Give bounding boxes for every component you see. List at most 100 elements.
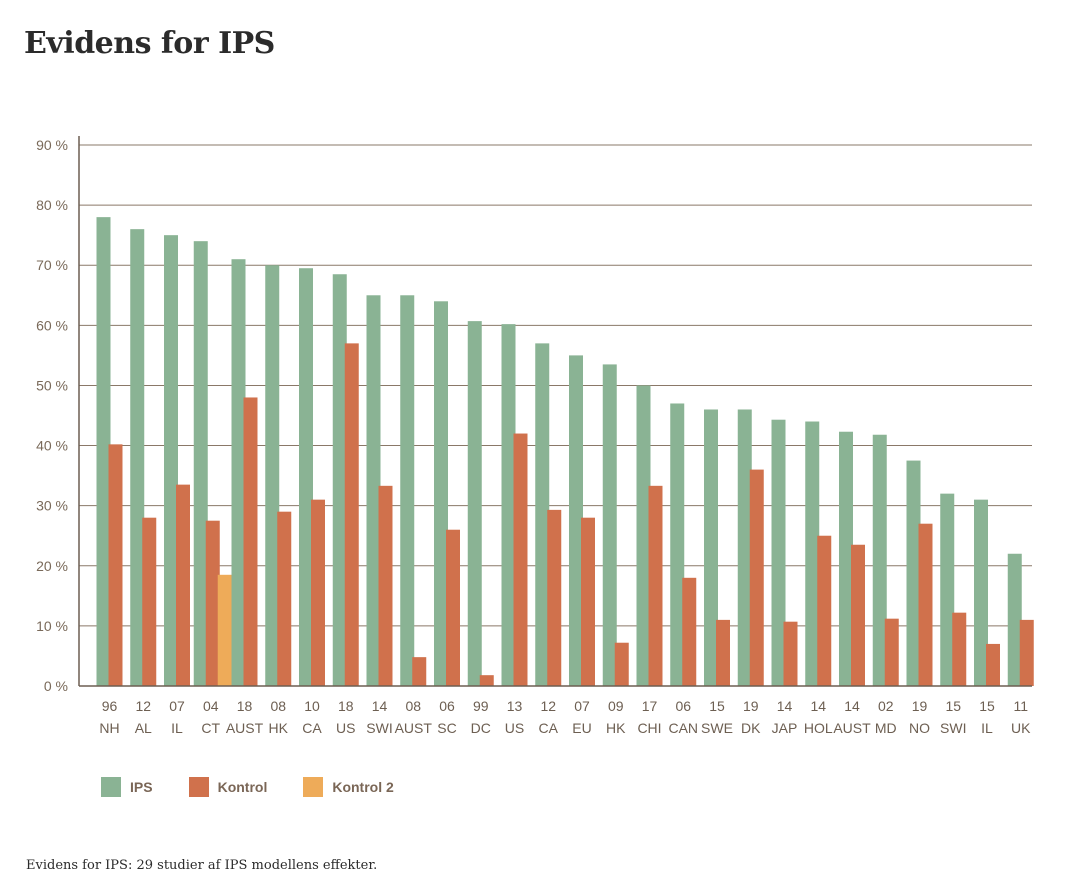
x-tick-code: CT [201, 720, 220, 736]
x-tick-code: UK [1011, 720, 1031, 736]
bar-kontrol-19 [749, 469, 764, 686]
axes [78, 136, 1032, 687]
bar-kontrol-24 [918, 523, 933, 686]
x-tick-code: MD [875, 720, 897, 736]
bar-ips-14 [569, 355, 583, 686]
bar-kontrol-1 [142, 517, 157, 686]
y-tick-label: 40 % [36, 438, 68, 454]
x-tick-year: 11 [1013, 698, 1028, 714]
x-tick-year: 13 [507, 698, 523, 714]
x-tick-year: 17 [642, 698, 658, 714]
x-tick-year: 15 [979, 698, 995, 714]
bar-kontrol-8 [378, 485, 393, 686]
legend-swatch-ips [101, 777, 121, 797]
bar-kontrol-18 [716, 619, 730, 686]
x-tick-code: CA [302, 720, 322, 736]
bar-kontrol-7 [344, 343, 359, 686]
bar-kontrol-23 [884, 618, 899, 686]
x-tick-year: 14 [777, 698, 793, 714]
bar-ips-17 [670, 403, 685, 686]
bar-ips-7 [332, 274, 347, 686]
bar-ips-25 [940, 493, 955, 686]
legend-label-kontrol-2: Kontrol 2 [332, 779, 394, 795]
bar-kontrol-15 [614, 642, 629, 686]
bar-kontrol-2-3 [217, 574, 232, 686]
bar-kontrol-4 [243, 397, 258, 686]
x-tick-year: 99 [473, 698, 489, 714]
x-tick-year: 07 [574, 698, 590, 714]
y-tick-label: 30 % [36, 498, 68, 514]
figure-caption: Evidens for IPS: 29 studier af IPS model… [26, 858, 378, 873]
y-tick-label: 70 % [36, 257, 68, 273]
x-tick-code: NO [909, 720, 930, 736]
y-tick-label: 0 % [44, 678, 68, 694]
bar-kontrol-21 [817, 535, 832, 686]
x-tick-year: 18 [237, 698, 253, 714]
bar-ips-16 [636, 385, 651, 686]
bar-kontrol-17 [682, 577, 697, 686]
x-tick-year: 19 [743, 698, 759, 714]
x-tick-year: 08 [405, 698, 421, 714]
bars [96, 217, 1034, 686]
bar-kontrol-5 [277, 511, 292, 686]
x-tick-code: US [336, 720, 355, 736]
x-tick-code: HK [606, 720, 626, 736]
x-tick-year: 14 [810, 698, 826, 714]
x-tick-year: 12 [135, 698, 151, 714]
x-tick-year: 04 [203, 698, 219, 714]
x-tick-year: 06 [439, 698, 455, 714]
x-tick-code: CA [539, 720, 559, 736]
x-tick-code: SWI [366, 720, 392, 736]
x-tick-year: 14 [372, 698, 388, 714]
bar-kontrol-10 [446, 529, 460, 686]
legend-item-ips: IPS [101, 777, 153, 797]
bar-ips-26 [974, 499, 988, 686]
legend-swatch-kontrol-2 [303, 777, 324, 797]
x-tick-year: 15 [945, 698, 961, 714]
bar-kontrol-25 [952, 612, 967, 686]
legend-item-kontrol-2: Kontrol 2 [303, 777, 394, 797]
bar-kontrol-13 [547, 509, 562, 686]
bar-ips-4 [231, 259, 246, 686]
x-tick-year: 18 [338, 698, 354, 714]
y-tick-label: 50 % [36, 377, 68, 393]
x-tick-code: SC [437, 720, 456, 736]
x-tick-code: IL [981, 720, 993, 736]
bar-ips-18 [704, 409, 718, 686]
bar-ips-11 [467, 321, 482, 686]
x-tick-code: DC [471, 720, 491, 736]
y-tick-label: 10 % [36, 618, 68, 634]
x-tick-year: 10 [304, 698, 320, 714]
bar-ips-5 [265, 265, 280, 686]
legend: IPS Kontrol Kontrol 2 [101, 777, 430, 797]
x-tick-code: HK [269, 720, 289, 736]
bar-ips-20 [771, 419, 786, 686]
bar-kontrol-11 [479, 675, 494, 686]
bar-kontrol-6 [311, 499, 325, 686]
x-tick-year: 12 [540, 698, 556, 714]
bar-ips-9 [400, 295, 415, 686]
x-tick-code: IL [171, 720, 183, 736]
x-tick-year: 08 [270, 698, 286, 714]
x-tick-code: AUST [395, 720, 433, 736]
x-tick-year: 96 [102, 698, 118, 714]
x-tick-code: US [505, 720, 524, 736]
legend-swatch-kontrol [188, 777, 209, 797]
x-tick-code: CAN [668, 720, 698, 736]
x-tick-code: SWE [701, 720, 733, 736]
bar-kontrol-12 [513, 433, 528, 686]
bar-kontrol-26 [986, 643, 1000, 686]
chart-title: Evidens for IPS [24, 26, 275, 61]
x-tick-year: 07 [169, 698, 185, 714]
bar-ips-23 [872, 434, 887, 686]
x-tick-year: 14 [844, 698, 860, 714]
y-tick-label: 60 % [36, 317, 68, 333]
x-tick-year: 06 [675, 698, 691, 714]
x-tick-code: AUST [833, 720, 871, 736]
x-tick-code: AUST [226, 720, 264, 736]
bar-ips-13 [535, 343, 550, 686]
bar-ips-22 [839, 431, 853, 686]
bar-kontrol-2 [176, 484, 190, 686]
x-tick-year: 02 [878, 698, 894, 714]
bar-kontrol-20 [783, 621, 798, 686]
